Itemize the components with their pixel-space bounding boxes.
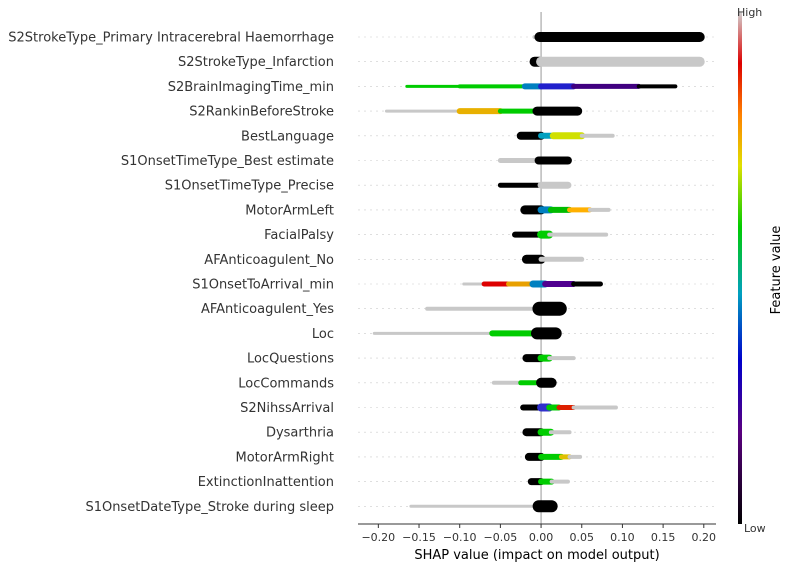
x-tick-label: 0.05 xyxy=(570,531,595,544)
feature-label: S2BrainImagingTime_min xyxy=(168,80,334,95)
feature-label: S1OnsetDateType_Stroke during sleep xyxy=(85,500,334,515)
feature-label: AFAnticoagulent_No xyxy=(204,253,334,268)
colorbar-gradient xyxy=(738,12,742,524)
feature-label: LocQuestions xyxy=(247,352,334,367)
feature-label: S2StrokeType_Primary Intracerebral Haemo… xyxy=(8,31,334,46)
beeswarm-marks xyxy=(372,32,705,513)
feature-label: FacialPalsy xyxy=(264,228,334,243)
colorbar-low-label: Low xyxy=(744,522,766,535)
feature-label: BestLanguage xyxy=(241,129,334,144)
x-tick-label: −0.05 xyxy=(484,531,518,544)
x-tick-label: 0.15 xyxy=(651,531,676,544)
colorbar: High Low Feature value xyxy=(737,6,784,535)
feature-label: MotorArmRight xyxy=(236,450,334,465)
feature-label: S1OnsetToArrival_min xyxy=(192,278,334,293)
colorbar-title: Feature value xyxy=(769,226,784,315)
x-axis-title: SHAP value (impact on model output) xyxy=(414,548,659,563)
feature-label: Loc xyxy=(312,327,334,342)
feature-label: MotorArmLeft xyxy=(245,203,334,218)
feature-label: S2RankinBeforeStroke xyxy=(189,105,334,120)
feature-label: Dysarthria xyxy=(266,426,334,441)
feature-label: LocCommands xyxy=(238,376,334,391)
feature-label: S2StrokeType_Infarction xyxy=(178,55,334,70)
x-ticks: −0.20 −0.15 −0.10 −0.05 0.00 0.05 0.10 0.15 0.20 xyxy=(361,524,716,544)
feature-label: AFAnticoagulent_Yes xyxy=(201,302,334,317)
x-tick-label: −0.15 xyxy=(402,531,436,544)
colorbar-high-label: High xyxy=(737,6,762,19)
feature-label: S1OnsetTimeType_Precise xyxy=(165,179,334,194)
x-tick-label: −0.20 xyxy=(361,531,395,544)
x-tick-label: −0.10 xyxy=(443,531,477,544)
feature-label: S2NihssArrival xyxy=(240,401,334,416)
feature-label: ExtinctionInattention xyxy=(198,475,334,490)
feature-labels: S2StrokeType_Primary Intracerebral Haemo… xyxy=(8,31,334,515)
x-tick-label: 0.20 xyxy=(692,531,717,544)
x-axis: −0.20 −0.15 −0.10 −0.05 0.00 0.05 0.10 0.15 0.20… xyxy=(358,523,716,563)
x-tick-label: 0.10 xyxy=(610,531,635,544)
x-tick-label: 0.00 xyxy=(529,531,554,544)
feature-label: S1OnsetTimeType_Best estimate xyxy=(121,154,334,169)
